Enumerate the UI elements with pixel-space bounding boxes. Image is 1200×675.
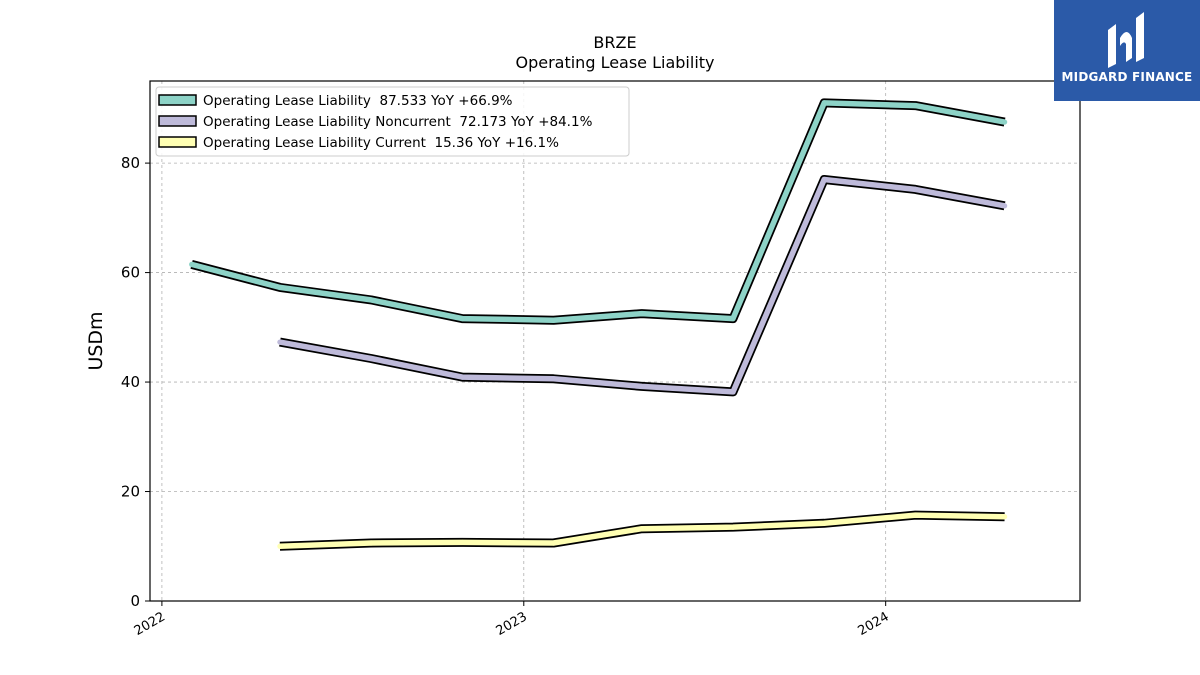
series-line bbox=[190, 100, 1006, 323]
series-point bbox=[277, 543, 283, 549]
x-tick-label: 2024 bbox=[856, 609, 892, 639]
series-point bbox=[821, 520, 827, 526]
series-point bbox=[1002, 514, 1008, 520]
chart-title: BRZE bbox=[593, 33, 636, 52]
y-tick-label: 80 bbox=[121, 154, 140, 172]
series-point bbox=[1002, 119, 1008, 125]
series-point bbox=[639, 526, 645, 532]
series-point bbox=[368, 540, 374, 546]
plot-frame bbox=[149, 80, 1081, 602]
series-point bbox=[912, 103, 919, 109]
series-point bbox=[912, 186, 919, 192]
series-point bbox=[730, 524, 736, 530]
series-point bbox=[639, 311, 645, 317]
y-tick-label: 0 bbox=[130, 592, 140, 610]
series-point bbox=[368, 297, 374, 303]
legend-entry: Operating Lease Liability Noncurrent 72.… bbox=[203, 114, 593, 130]
series-point bbox=[550, 317, 557, 323]
series-point bbox=[368, 355, 374, 362]
grid-lines bbox=[150, 81, 1080, 602]
brand-name: MIDGARD FINANCE bbox=[1061, 70, 1193, 84]
x-tick-label: 2022 bbox=[132, 609, 168, 639]
series-point bbox=[639, 383, 645, 390]
y-axis-label: USDm bbox=[85, 311, 107, 370]
series-point bbox=[821, 176, 827, 183]
y-tick-label: 40 bbox=[121, 373, 140, 391]
legend-swatch bbox=[158, 94, 197, 106]
series-point bbox=[550, 376, 557, 382]
legend-entry: Operating Lease Liability 87.533 YoY +66… bbox=[203, 93, 513, 109]
series-point bbox=[730, 389, 736, 395]
legend-box bbox=[155, 86, 630, 157]
legend: Operating Lease Liability 87.533 YoY +66… bbox=[155, 86, 630, 157]
series-point bbox=[459, 315, 465, 322]
series-point bbox=[459, 539, 465, 546]
series-point bbox=[1002, 203, 1008, 209]
y-tick-label: 60 bbox=[121, 264, 140, 282]
series-line-3 bbox=[277, 510, 1008, 551]
series-point bbox=[277, 284, 283, 290]
series-point bbox=[730, 315, 736, 322]
y-tick-label: 20 bbox=[121, 483, 140, 501]
series-layer bbox=[189, 98, 1008, 551]
brand-mark-icon bbox=[1108, 12, 1144, 68]
series-point bbox=[189, 261, 195, 267]
chart-subtitle: Operating Lease Liability bbox=[515, 53, 714, 72]
series-line-2 bbox=[277, 175, 1008, 397]
brand-logo: MIDGARD FINANCE bbox=[1054, 0, 1200, 101]
series-point bbox=[277, 339, 283, 345]
series-point bbox=[912, 512, 919, 518]
legend-swatch bbox=[158, 115, 197, 127]
series-point bbox=[821, 100, 827, 106]
legend-swatch bbox=[158, 136, 197, 148]
series-point bbox=[550, 540, 557, 546]
series-point bbox=[459, 374, 465, 380]
x-tick-label: 2023 bbox=[494, 609, 530, 639]
series-line bbox=[279, 176, 1006, 395]
legend-entry: Operating Lease Liability Current 15.36 … bbox=[203, 135, 559, 151]
series-line-1 bbox=[189, 98, 1008, 325]
